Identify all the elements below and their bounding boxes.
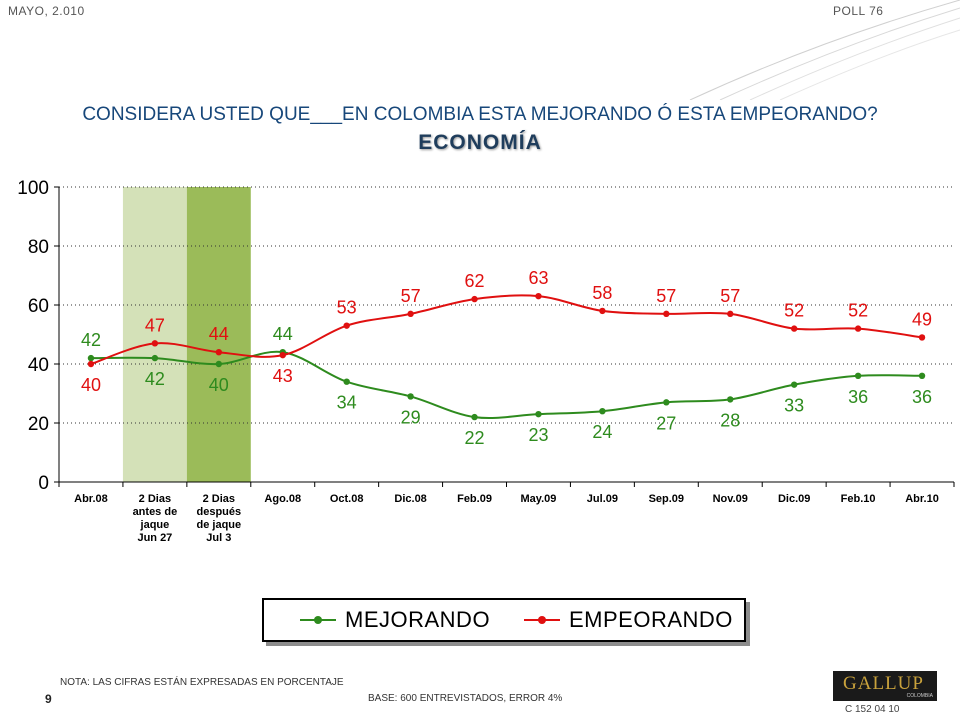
data-label-empeorando-13: 49 <box>912 309 932 329</box>
gallup-logo: GALLUP COLOMBIA <box>833 671 937 701</box>
x-tick-label-12: Feb.10 <box>841 493 876 505</box>
page-number: 9 <box>45 692 52 706</box>
data-label-mejorando-8: 24 <box>592 422 612 442</box>
x-tick-label-11: Dic.09 <box>778 493 810 505</box>
footer-base: BASE: 600 ENTREVISTADOS, ERROR 4% <box>368 693 563 704</box>
y-tick-label-40: 40 <box>28 355 49 376</box>
x-tick-label-13: Abr.10 <box>905 493 939 505</box>
point-empeorando-0 <box>87 360 95 368</box>
data-label-mejorando-0: 42 <box>81 330 101 350</box>
point-empeorando-13 <box>918 334 926 341</box>
logo-word: GALLUP <box>843 673 924 694</box>
data-label-mejorando-4: 34 <box>337 393 357 413</box>
y-tick-label-80: 80 <box>28 237 49 258</box>
point-mejorando-4 <box>343 378 350 385</box>
point-mejorando-7 <box>535 410 542 418</box>
data-label-empeorando-10: 57 <box>720 286 740 306</box>
legend-label-mejorando: MEJORANDO <box>345 607 491 632</box>
data-label-empeorando-7: 63 <box>528 268 548 288</box>
point-mejorando-2 <box>215 360 223 368</box>
point-empeorando-7 <box>535 292 542 300</box>
point-mejorando-10 <box>727 396 734 403</box>
point-empeorando-11 <box>790 325 798 332</box>
series-line-mejorando <box>90 350 923 420</box>
point-empeorando-12 <box>854 325 862 332</box>
legend-item-empeorando: EMPEORANDO <box>524 600 733 640</box>
data-label-mejorando-7: 23 <box>528 425 548 445</box>
data-label-empeorando-8: 58 <box>592 283 612 303</box>
legend-label-empeorando: EMPEORANDO <box>569 607 733 632</box>
point-mejorando-1 <box>151 354 159 362</box>
data-label-mejorando-9: 27 <box>656 413 676 433</box>
logo-subtext: COLOMBIA <box>906 693 933 699</box>
chart-legend: MEJORANDO EMPEORANDO <box>262 598 746 642</box>
x-tick-label-0: Abr.08 <box>74 493 108 505</box>
point-empeorando-3 <box>279 351 286 359</box>
point-empeorando-4 <box>343 322 350 329</box>
x-tick-label-6: Feb.09 <box>457 493 492 505</box>
x-tick-label-7: May.09 <box>521 493 557 505</box>
point-empeorando-6 <box>471 295 478 303</box>
y-tick-label-0: 0 <box>38 473 49 494</box>
data-label-empeorando-6: 62 <box>465 271 485 291</box>
point-empeorando-2 <box>215 349 223 356</box>
highlight-band-2 <box>186 187 251 482</box>
x-tick-label-3: Ago.08 <box>264 493 301 505</box>
x-tick-label-1: 2 Dias antes de jaque Jun 27 <box>133 493 178 544</box>
data-label-empeorando-4: 53 <box>337 298 357 318</box>
point-empeorando-8 <box>599 307 606 315</box>
point-mejorando-0 <box>87 354 95 362</box>
x-tick-label-5: Dic.08 <box>394 493 426 505</box>
data-label-empeorando-0: 40 <box>81 375 101 395</box>
point-empeorando-9 <box>663 310 670 318</box>
point-mejorando-6 <box>471 413 478 421</box>
page-subtitle: ECONOMÍA <box>418 131 542 154</box>
point-mejorando-12 <box>854 372 862 379</box>
header-poll: POLL 76 <box>833 4 884 18</box>
legend-item-mejorando: MEJORANDO <box>300 600 490 640</box>
point-mejorando-13 <box>918 372 926 379</box>
footer-note: NOTA: LAS CIFRAS ESTÁN EXPRESADAS EN POR… <box>60 677 344 688</box>
data-label-mejorando-10: 28 <box>720 410 740 430</box>
x-tick-label-4: Oct.08 <box>330 493 364 505</box>
data-label-mejorando-6: 22 <box>465 428 485 448</box>
y-tick-label-60: 60 <box>28 296 49 317</box>
x-tick-label-9: Sep.09 <box>649 493 684 505</box>
y-tick-label-100: 100 <box>17 178 49 199</box>
point-empeorando-10 <box>727 310 734 318</box>
page-title: CONSIDERA USTED QUE___EN COLOMBIA ESTA M… <box>82 104 878 125</box>
data-label-empeorando-3: 43 <box>273 366 293 386</box>
line-chart: 0 20 40 60 80 100 Abr.08 2 Dias antes de jaque Jun… <box>17 178 955 544</box>
data-label-empeorando-2: 44 <box>209 324 229 344</box>
decorative-corner-lines <box>689 0 960 100</box>
series-line-empeorando <box>90 294 923 365</box>
legend-swatch-empeorando <box>524 616 560 624</box>
data-label-mejorando-3: 44 <box>273 324 293 344</box>
data-label-mejorando-2: 40 <box>209 375 229 395</box>
point-empeorando-1 <box>151 340 159 347</box>
footer-code: C 152 04 10 <box>845 704 900 715</box>
x-tick-label-8: Jul.09 <box>587 493 618 505</box>
highlight-band-1 <box>122 187 187 482</box>
point-mejorando-8 <box>599 408 606 415</box>
data-label-empeorando-11: 52 <box>784 301 804 321</box>
header-date: MAYO, 2.010 <box>8 4 85 18</box>
data-label-mejorando-1: 42 <box>145 369 165 389</box>
point-mejorando-9 <box>663 399 670 406</box>
x-tick-label-10: Nov.09 <box>713 493 748 505</box>
data-label-empeorando-12: 52 <box>848 301 868 321</box>
point-mejorando-5 <box>407 393 414 400</box>
point-mejorando-11 <box>790 381 798 388</box>
x-tick-label-2: 2 Dias después de jaque Jul 3 <box>197 493 242 544</box>
point-empeorando-5 <box>407 310 414 318</box>
y-tick-label-20: 20 <box>28 414 49 435</box>
legend-swatch-mejorando <box>300 616 336 624</box>
data-label-empeorando-1: 47 <box>145 315 165 335</box>
data-label-mejorando-5: 29 <box>401 407 421 427</box>
data-label-mejorando-12: 36 <box>848 387 868 407</box>
data-label-mejorando-13: 36 <box>912 387 932 407</box>
data-label-empeorando-5: 57 <box>401 286 421 306</box>
data-label-mejorando-11: 33 <box>784 396 804 416</box>
data-label-empeorando-9: 57 <box>656 286 676 306</box>
